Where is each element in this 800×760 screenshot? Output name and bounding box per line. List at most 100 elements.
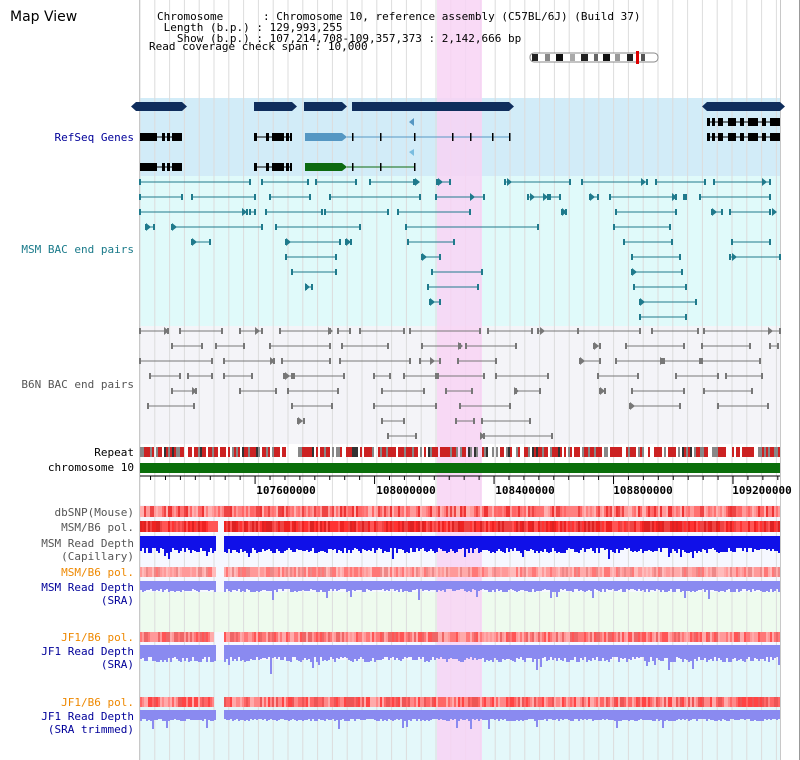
depth-bar xyxy=(268,645,270,657)
depth-bar xyxy=(464,536,466,557)
depth-bar xyxy=(228,581,230,591)
heatmap-cell xyxy=(670,567,672,577)
heatmap-cell xyxy=(234,697,236,707)
heatmap-cell xyxy=(682,697,684,707)
depth-bar xyxy=(434,710,436,719)
depth-bar xyxy=(314,536,316,553)
heatmap-cell xyxy=(226,632,228,642)
depth-bar xyxy=(184,710,186,721)
track-label-msm-b6-pol[interactable]: MSM/B6 pol. xyxy=(61,521,134,534)
depth-bar xyxy=(450,645,452,658)
depth-bar xyxy=(490,581,492,592)
chromosome-value: Chromosome 10, reference assembly (C57BL… xyxy=(276,10,641,23)
depth-bar xyxy=(600,536,602,548)
heatmap-cell xyxy=(544,506,546,517)
track-label-msm-bac[interactable]: MSM BAC end pairs xyxy=(21,243,134,256)
track-label-msm-depth-sra[interactable]: MSM Read Depth (SRA) xyxy=(41,581,134,607)
heatmap-cell xyxy=(750,697,752,707)
repeat-element xyxy=(738,447,740,457)
track-label-jf1-depth-trimmed[interactable]: JF1 Read Depth (SRA trimmed) xyxy=(41,710,134,736)
bac-end-mark xyxy=(283,373,285,379)
heatmap-cell xyxy=(270,521,272,532)
depth-bar xyxy=(672,536,674,549)
track-label-jf1-depth[interactable]: JF1 Read Depth (SRA) xyxy=(41,645,134,671)
track-label-b6n-bac[interactable]: B6N BAC end pairs xyxy=(21,378,134,391)
depth-bar xyxy=(160,710,162,719)
repeat-element xyxy=(700,447,702,457)
track-label-dbsnp[interactable]: dbSNP(Mouse) xyxy=(54,506,134,519)
heatmap-cell xyxy=(574,697,576,707)
repeat-element xyxy=(664,447,666,457)
heatmap-cell xyxy=(412,697,414,707)
depth-bar xyxy=(326,645,328,661)
heatmap-cell xyxy=(692,521,694,532)
repeat-element xyxy=(278,447,280,457)
track-label-jf1-b6-pol-trimmed[interactable]: JF1/B6 pol. xyxy=(61,696,134,709)
depth-bar xyxy=(448,710,450,721)
depth-bar xyxy=(674,710,676,721)
heatmap-cell xyxy=(710,697,712,707)
depth-bar xyxy=(304,581,306,591)
bac-arrowhead-icon xyxy=(543,193,548,201)
heatmap-cell xyxy=(554,521,556,532)
bac-end-mark xyxy=(269,343,271,349)
heatmap-cell xyxy=(760,697,762,707)
depth-bar xyxy=(736,536,738,548)
depth-bar xyxy=(418,581,420,600)
heatmap-cell xyxy=(392,567,394,577)
depth-bar xyxy=(274,645,276,657)
heatmap-cell xyxy=(442,567,444,577)
heatmap-cell xyxy=(176,506,178,517)
depth-bar xyxy=(702,536,704,549)
heatmap-cell xyxy=(630,632,632,642)
heatmap-cell xyxy=(568,567,570,577)
depth-bar xyxy=(700,581,702,590)
heatmap-cell xyxy=(330,521,332,532)
heatmap-cell xyxy=(290,567,292,577)
heatmap-cell xyxy=(170,632,172,642)
bac-end-mark xyxy=(211,373,213,379)
track-label-msm-depth-capillary[interactable]: MSM Read Depth (Capillary) xyxy=(41,537,134,563)
repeat-element xyxy=(606,447,608,457)
bac-end-mark xyxy=(279,328,281,334)
heatmap-cell xyxy=(774,632,776,642)
repeat-element xyxy=(542,447,544,457)
repeat-element xyxy=(674,447,676,457)
track-label-jf1-b6-pol[interactable]: JF1/B6 pol. xyxy=(61,631,134,644)
depth-bar xyxy=(722,710,724,719)
transcript-exon xyxy=(305,133,342,141)
heatmap-cell xyxy=(750,632,752,642)
heatmap-cell xyxy=(636,632,638,642)
heatmap-cell xyxy=(616,506,618,517)
track-label-msm-b6-pol-sra[interactable]: MSM/B6 pol. xyxy=(61,566,134,579)
heatmap-cell xyxy=(412,567,414,577)
heatmap-cell xyxy=(504,567,506,577)
heatmap-cell xyxy=(150,697,152,707)
depth-bar xyxy=(450,581,452,589)
heatmap-cell xyxy=(434,632,436,642)
depth-bar xyxy=(184,645,186,661)
bac-end-mark xyxy=(403,418,405,424)
heatmap-cell xyxy=(142,506,144,517)
depth-bar xyxy=(450,710,452,719)
heatmap-cell xyxy=(398,697,400,707)
bac-arrowhead-icon xyxy=(285,372,290,380)
bac-end-mark xyxy=(435,373,437,379)
heatmap-cell xyxy=(466,567,468,577)
bac-end-mark xyxy=(731,239,733,245)
depth-bar xyxy=(176,645,178,659)
depth-bar xyxy=(318,536,320,552)
heatmap-cell xyxy=(514,506,516,517)
depth-bar xyxy=(268,581,270,591)
depth-bar xyxy=(678,645,680,658)
repeat-element xyxy=(388,447,390,457)
depth-bar xyxy=(204,645,206,657)
heatmap-cell xyxy=(506,567,508,577)
heatmap-cell xyxy=(576,506,578,517)
track-label-refseq-genes[interactable]: RefSeq Genes xyxy=(54,131,134,144)
heatmap-cell xyxy=(516,567,518,577)
heatmap-cell xyxy=(152,632,154,642)
bac-arrowhead-icon xyxy=(640,298,645,306)
heatmap-cell xyxy=(194,521,196,532)
